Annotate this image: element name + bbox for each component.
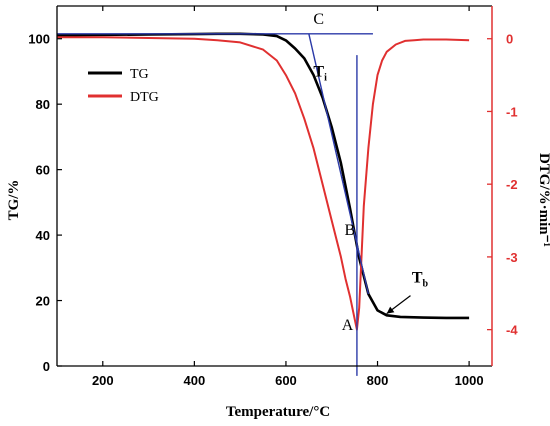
x-axis-title: Temperature/°C bbox=[226, 404, 330, 420]
x-tick-label: 200 bbox=[92, 373, 114, 388]
x-tick-label: 600 bbox=[275, 373, 297, 388]
annotation-ti: Ti bbox=[313, 63, 327, 83]
y-tick-left-label: 100 bbox=[28, 32, 50, 47]
y-tick-left-label: 0 bbox=[43, 359, 50, 374]
x-tick-label: 800 bbox=[367, 373, 389, 388]
construction-line-tangent bbox=[308, 33, 370, 295]
y-tick-right-label: -2 bbox=[506, 177, 518, 192]
x-tick-label: 400 bbox=[184, 373, 206, 388]
series-line-tg bbox=[56, 32, 470, 320]
y-tick-left-label: 80 bbox=[36, 97, 50, 112]
y-axis-left-title: TG/% bbox=[6, 180, 22, 221]
y-tick-right-label: 0 bbox=[506, 32, 513, 47]
series-line-dtg bbox=[57, 36, 470, 331]
y-tick-right-label: -4 bbox=[506, 323, 518, 338]
x-tick-label: 1000 bbox=[455, 373, 484, 388]
y-tick-right-label: -1 bbox=[506, 104, 518, 119]
legend: TG DTG bbox=[88, 67, 159, 105]
annotation-a: A bbox=[342, 317, 354, 334]
legend-label-tg: TG bbox=[130, 67, 149, 82]
y-tick-right-label: -3 bbox=[506, 250, 518, 265]
annotation-tb: Tb bbox=[412, 270, 429, 290]
annotation-c: C bbox=[313, 11, 324, 28]
y-tick-left-label: 40 bbox=[36, 228, 50, 243]
plot-layer: C Ti B A Tb bbox=[56, 11, 470, 376]
y-tick-left-label: 20 bbox=[36, 294, 50, 309]
y-tick-left-label: 60 bbox=[36, 163, 50, 178]
annotation-b: B bbox=[345, 222, 356, 239]
legend-label-dtg: DTG bbox=[130, 90, 159, 105]
annotation-arrow-head bbox=[386, 306, 395, 314]
y-axis-right-title: DTG/%·min⁻¹ bbox=[536, 153, 550, 247]
